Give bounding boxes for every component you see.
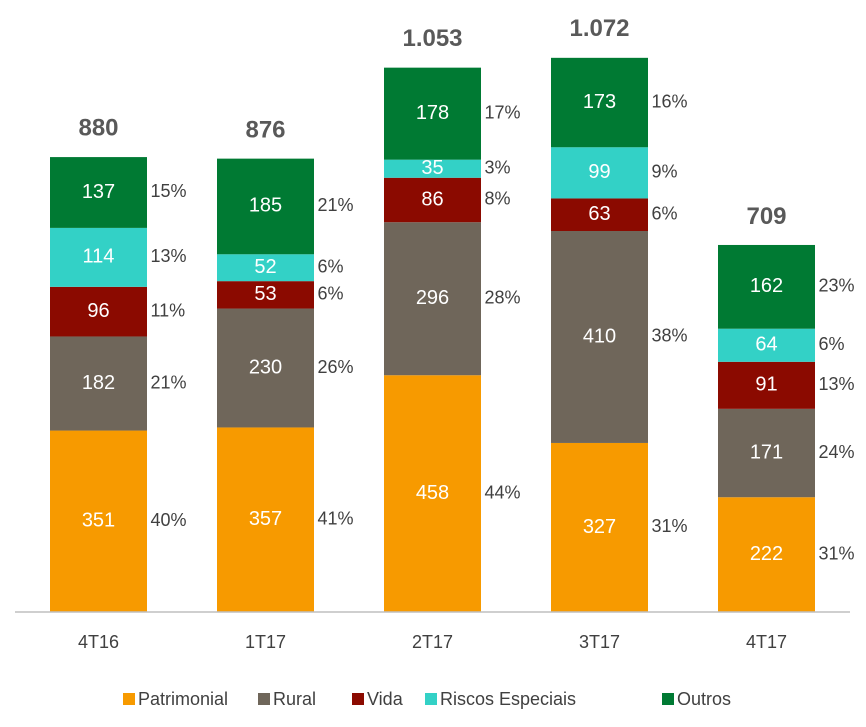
x-tick-label: 3T17 [579, 632, 620, 652]
bar-segment [384, 67, 481, 160]
share-label: 6% [652, 203, 678, 223]
value-label: 171 [750, 441, 783, 463]
share-label: 9% [652, 162, 678, 182]
x-tick-label: 2T17 [412, 632, 453, 652]
bar-segment [718, 244, 815, 329]
value-label: 137 [82, 181, 115, 203]
share-label: 6% [819, 334, 845, 354]
bar-segment [718, 328, 815, 362]
share-label: 6% [318, 284, 344, 304]
value-label: 52 [254, 256, 276, 278]
bar-segment [217, 158, 314, 255]
share-label: 24% [819, 442, 855, 462]
x-tick-label: 1T17 [245, 632, 286, 652]
share-label: 6% [318, 256, 344, 276]
share-label: 31% [819, 543, 855, 563]
value-label: 230 [249, 356, 282, 378]
bar-segment [384, 222, 481, 376]
value-label: 185 [249, 195, 282, 217]
bar-segment [551, 57, 648, 148]
value-label: 327 [583, 516, 616, 538]
bar-segment [551, 231, 648, 443]
value-label: 63 [588, 203, 610, 225]
value-label: 64 [755, 334, 777, 356]
share-label: 31% [652, 516, 688, 536]
value-label: 162 [750, 275, 783, 297]
total-label: 880 [78, 114, 118, 141]
bar-segment [384, 375, 481, 612]
bar-segment [718, 497, 815, 612]
share-label: 21% [318, 195, 354, 215]
share-label: 8% [485, 189, 511, 209]
legend-label: Riscos Especiais [440, 689, 576, 709]
share-label: 23% [819, 276, 855, 296]
share-label: 21% [151, 372, 187, 392]
value-label: 173 [583, 91, 616, 113]
bar-segment [50, 157, 147, 228]
bar-segment [50, 336, 147, 431]
value-label: 35 [421, 157, 443, 179]
value-label: 114 [83, 246, 115, 268]
bar-segment [50, 430, 147, 612]
value-label: 53 [254, 283, 276, 305]
bar-segment [718, 408, 815, 498]
legend-swatch [258, 693, 270, 705]
legend-swatch [352, 693, 364, 705]
total-label: 709 [746, 203, 786, 230]
bar-segment [50, 227, 147, 287]
legend-label: Rural [273, 689, 316, 709]
share-label: 38% [652, 326, 688, 346]
value-label: 222 [750, 543, 783, 565]
total-label: 876 [245, 116, 285, 143]
bar-segment [551, 442, 648, 612]
share-label: 26% [318, 357, 354, 377]
legend-swatch [123, 693, 135, 705]
share-label: 17% [485, 102, 521, 122]
value-label: 99 [588, 161, 610, 183]
total-label: 1.072 [569, 15, 629, 42]
value-label: 182 [82, 372, 115, 394]
share-label: 40% [151, 510, 187, 530]
share-label: 44% [485, 482, 521, 502]
bar-segment [718, 361, 815, 409]
share-label: 28% [485, 287, 521, 307]
share-label: 16% [652, 91, 688, 111]
value-label: 458 [416, 482, 449, 504]
legend-swatch [425, 693, 437, 705]
bar-segment [551, 198, 648, 232]
bar-segment [384, 177, 481, 223]
bar-segment [384, 159, 481, 178]
share-label: 41% [318, 508, 354, 528]
x-tick-label: 4T16 [78, 632, 119, 652]
total-label: 1.053 [402, 25, 462, 52]
value-label: 296 [416, 287, 449, 309]
bar-segment [551, 147, 648, 199]
share-label: 13% [819, 374, 855, 394]
value-label: 86 [421, 188, 443, 210]
value-label: 410 [583, 325, 616, 347]
legend-label: Patrimonial [138, 689, 228, 709]
value-label: 178 [416, 102, 449, 124]
bar-segment [217, 281, 314, 309]
x-tick-label: 4T17 [746, 632, 787, 652]
bar-segment [217, 308, 314, 428]
legend-swatch [662, 693, 674, 705]
value-label: 96 [87, 300, 109, 322]
value-label: 91 [755, 374, 777, 396]
value-label: 351 [82, 510, 115, 532]
legend-label: Outros [677, 689, 731, 709]
share-label: 13% [151, 246, 187, 266]
bar-segment [217, 254, 314, 282]
bar-segment [50, 286, 147, 337]
value-label: 357 [249, 508, 282, 530]
share-label: 11% [151, 300, 186, 320]
bar-segment [217, 427, 314, 612]
share-label: 3% [485, 157, 511, 177]
share-label: 15% [151, 181, 187, 201]
legend-label: Vida [367, 689, 404, 709]
